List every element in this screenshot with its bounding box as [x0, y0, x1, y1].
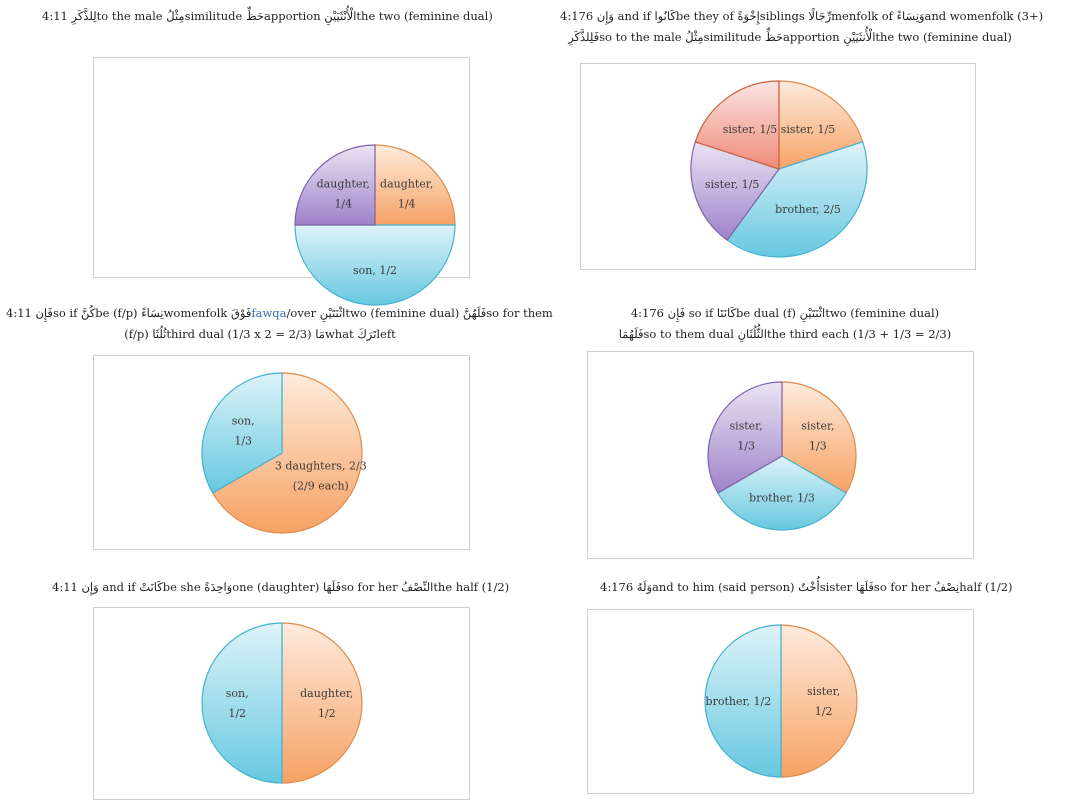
pie-slice [780, 624, 858, 778]
pie-slice [281, 622, 363, 784]
pie-slice [704, 624, 782, 778]
pie-slice [778, 80, 864, 170]
caption-text-pre: 4:11 فَإِنso if كُنَّbe (f/p) نِسَاءًwom… [6, 306, 252, 320]
pie-chart: sister, 1/3 brother, 1/3 sister, 1/3 [707, 381, 857, 531]
slice-label: brother, 2/5 [775, 203, 841, 216]
caption-line: 4:11 فَإِنso if كُنَّbe (f/p) نِسَاءًwom… [6, 303, 553, 324]
slice-label: son, [226, 687, 249, 700]
pie-chart: daughter, 1/2 son, 1/2 [201, 622, 363, 784]
caption-line: 4:11 لِلذَّكَرِto the male مِثْلُsimilit… [42, 9, 493, 23]
slice-label: 1/2 [228, 707, 246, 720]
pie-slice [201, 372, 283, 494]
caption-line: 4:176 وَإِن and if كَانُواbe they of إِخ… [560, 9, 1044, 23]
chart-frame: sister, 1/5 brother, 2/5 sister, 1/5 sister… [580, 63, 976, 270]
chart-frame: 3 daughters, 2/3 (2/9 each) son, 1/3 [93, 355, 470, 550]
caption-line: 4:11 وَإِن and if كَانَتْbe she وَاحِدَة… [52, 580, 510, 594]
pie-slice [717, 455, 847, 531]
pie-slice [690, 141, 780, 242]
caption-line: فَلِلذَّكَرِso to the male مِثْلُsimilit… [568, 30, 1012, 44]
slice-label: sister, 1/5 [705, 178, 759, 191]
pie-slice [294, 224, 456, 306]
slice-label: sister, [807, 685, 840, 698]
chart-frame: daughter, 1/2 son, 1/2 [93, 607, 470, 800]
pie-chart: sister, 1/5 brother, 2/5 sister, 1/5 sister… [690, 80, 868, 258]
pie-chart: 3 daughters, 2/3 (2/9 each) son, 1/3 [201, 372, 367, 534]
pie-slice [781, 381, 857, 494]
slice-label: sister, 1/5 [723, 123, 777, 136]
chart-caption: 4:11 لِلذَّكَرِto the male مِثْلُsimilit… [42, 6, 493, 27]
caption-highlight: fawqa [251, 306, 287, 320]
slice-label: daughter, [300, 687, 353, 700]
caption-line: (f/p) ثُلُثَاthird dual (1/3 x 2 = 2/3) … [124, 327, 396, 341]
pie-slice [211, 372, 363, 534]
slice-label: 1/3 [737, 439, 755, 452]
slice-label: sister, 1/5 [781, 123, 835, 136]
pie-slice [707, 381, 783, 494]
slice-label: 1/4 [398, 197, 416, 210]
slice-label: (2/9 each) [293, 479, 349, 492]
chart-frame: sister, 1/3 brother, 1/3 sister, 1/3 [587, 351, 974, 559]
chart-caption: 4:11 فَإِنso if كُنَّbe (f/p) نِسَاءًwom… [6, 303, 553, 345]
slice-label: daughter, [317, 177, 370, 190]
slice-label: 1/4 [334, 197, 352, 210]
pie-slice [694, 80, 780, 170]
chart-caption: 4:176 وَإِن and if كَانُواbe they of إِخ… [560, 6, 1044, 48]
caption-text-post: /over اثْنَتَيْنِtwo (feminine dual) فَل… [286, 306, 553, 320]
slice-label: daughter, [380, 177, 433, 190]
slice-label: son, 1/2 [353, 264, 397, 277]
caption-line: 4:176 فَإِن so if كَانَتَاbe dual (f) اث… [630, 306, 940, 320]
pie-slice [201, 622, 283, 784]
slice-label: 3 daughters, 2/3 [275, 459, 367, 472]
slice-label: 1/2 [318, 707, 336, 720]
slice-label: 1/3 [809, 439, 827, 452]
caption-line: 4:176 وَلَهُand to him (said person) أُخ… [600, 580, 1013, 594]
pie-slice [294, 144, 376, 226]
slice-label: 1/2 [815, 705, 833, 718]
chart-frame: sister, 1/2 brother, 1/2 [587, 609, 974, 794]
slice-label: 1/3 [234, 435, 252, 448]
slice-label: sister, [729, 419, 762, 432]
chart-caption: 4:176 فَإِن so if كَانَتَاbe dual (f) اث… [600, 303, 970, 345]
pie-slice [726, 141, 868, 258]
chart-frame: daughter, 1/4 son, 1/2 daughter, 1/4 [93, 57, 470, 306]
slice-label: brother, 1/3 [749, 491, 815, 504]
slice-label: brother, 1/2 [706, 695, 772, 708]
slice-label: son, [232, 415, 255, 428]
slice-label: sister, [801, 419, 834, 432]
pie-chart: daughter, 1/4 son, 1/2 daughter, 1/4 [294, 144, 456, 306]
pie-slice [374, 144, 456, 226]
caption-line: فَلَهُمَاso to them dual الثُّلُثَانِthe… [618, 327, 952, 341]
chart-caption: 4:176 وَلَهُand to him (said person) أُخ… [600, 577, 1013, 598]
chart-caption: 4:11 وَإِن and if كَانَتْbe she وَاحِدَة… [52, 577, 510, 598]
pie-chart: sister, 1/2 brother, 1/2 [704, 624, 858, 778]
